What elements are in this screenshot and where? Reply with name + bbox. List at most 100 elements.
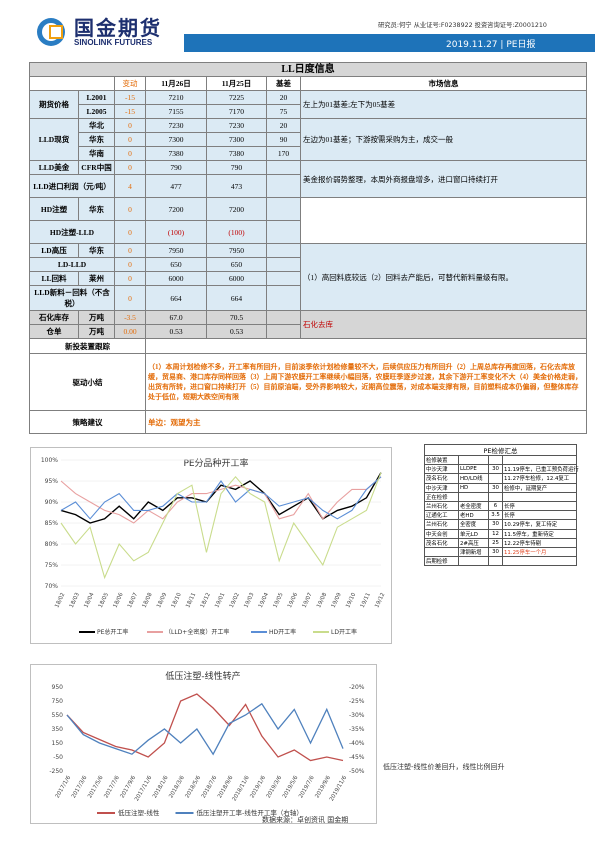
date-divider: | xyxy=(500,40,504,50)
row-change: -15 xyxy=(114,104,146,119)
repair-cell-c1 xyxy=(424,546,459,558)
row-value: 650 xyxy=(206,257,267,272)
lp-chart: 低压注塑-线性转产 -250 -50 150 350 550 750 950 -50% -45%… xyxy=(49,670,365,817)
legend-label: 低压注塑开工率-线性开工率（右轴） xyxy=(197,808,303,817)
row-value: 790 xyxy=(206,160,267,175)
repair-cell-c4: 长停 xyxy=(501,510,578,521)
repair-table: PE检修汇总 检修装置 中沙天津 LLDPE 30 11.19停车，已重工预负荷运行 茂名… xyxy=(423,444,579,567)
row-value: (100) xyxy=(206,220,267,244)
repair-row: 检修装置 xyxy=(424,454,578,466)
x-tick-label: 2017/11/6 xyxy=(134,775,154,803)
repair-cell-c4 xyxy=(501,491,578,502)
x-tick-label: 2018/5/6 xyxy=(185,775,203,800)
header-bar xyxy=(184,34,595,52)
table-row: 石化库存 万吨 -3.5 67.0 70.5 石化去库 xyxy=(29,310,588,339)
new-recycle-label: LLD新料－回料（不含税） xyxy=(29,285,115,311)
series-line xyxy=(60,472,382,524)
spot-info: 左边为01基差；下游按需采购为主，成交一般 xyxy=(299,118,588,161)
x-tick-label: 19/11 xyxy=(360,592,372,609)
pe-chart: PE分品种开工率 70%75%80%85%90%95%100%18/02 18/0… xyxy=(41,457,387,636)
y2-tick-label: -25% xyxy=(349,698,365,705)
repair-cell-c3 xyxy=(488,473,503,484)
repair-cell-c1: 中天合创 xyxy=(424,528,459,539)
repair-cell-c1: 茂名石化 xyxy=(424,537,459,548)
repair-cell-c1: 茂名石化 xyxy=(424,473,459,484)
main-table: LL日度信息 变动 11月26日 11月25日 基差 市场信息 期货价格 L20… xyxy=(28,62,588,434)
x-tick-label: 2018/11/6 xyxy=(231,775,251,803)
col-date2: 11月25日 xyxy=(206,76,267,91)
repair-row: 后期检修 xyxy=(424,556,578,567)
recycle-info: （1）高回料底较远（2）回料去产能后，可替代新料量级有限。 xyxy=(299,243,588,311)
row-change: 0 xyxy=(114,146,146,161)
x-tick-label: 18/04 xyxy=(83,592,95,609)
y-tick-label: 75% xyxy=(45,562,59,569)
legend-label: LD开工率 xyxy=(331,628,357,636)
strategy-text: 单边：观望为主 xyxy=(144,410,588,434)
repair-cell-c2: HD xyxy=(458,482,489,493)
y-tick-label: -250 xyxy=(49,768,63,775)
row-value: 664 xyxy=(145,285,207,311)
row-name: 华南 xyxy=(78,146,115,161)
repair-row: 津钢新增 30 11.25停车一个月 xyxy=(424,546,578,558)
repair-cell-c2: HD/LD线 xyxy=(458,473,489,484)
x-tick-label: 2017/3/6 xyxy=(71,775,89,800)
col-date1: 11月26日 xyxy=(145,76,207,91)
spot-label: LLD现货 xyxy=(29,118,79,161)
repair-cell-c1: 中沙天津 xyxy=(424,482,459,493)
series-line xyxy=(66,702,344,756)
table-row: 期货价格 L2001 -15 7210 7225 20 左上为01基差;左下为0… xyxy=(29,90,588,119)
repair-cell-c1: 后期检修 xyxy=(424,556,459,567)
table-row: LD高压 华东 0 7950 7950 （1）高回料底较远（2）回料去产能后，可… xyxy=(29,243,588,311)
x-tick-label: 19/03 xyxy=(243,592,255,609)
repair-cell-c2 xyxy=(458,454,489,466)
ld-spread-label: LD-LLD xyxy=(29,257,115,272)
new-capacity-label: 新投装置跟踪 xyxy=(29,338,146,354)
repair-cell-c3: 25 xyxy=(488,537,503,548)
y-tick-label: 85% xyxy=(45,520,59,527)
y2-tick-label: -50% xyxy=(349,768,365,775)
table-row: LLD现货 华北 0 7230 7230 20 左边为01基差；下游按需采购为主… xyxy=(29,118,588,161)
pe-chart-box: PE分品种开工率 70% 75% 80% 85% 90% 95% 100% 18/02 18/0… xyxy=(30,447,392,644)
new-capacity-value xyxy=(144,338,588,354)
x-tick-label: 2018/3/6 xyxy=(168,775,186,800)
report-type: PE日报 xyxy=(506,40,536,50)
repair-row: 中沙天津 LLDPE 30 11.19停车，已重工预负荷运行 xyxy=(424,464,579,475)
x-tick-label: 18/03 xyxy=(69,592,81,609)
table-title-row: LL日度信息 xyxy=(28,62,588,77)
petro-label: 石化库存 xyxy=(29,310,79,325)
usd-sub: CFR中国 xyxy=(78,160,115,175)
y2-tick-label: -45% xyxy=(349,754,365,761)
x-tick-label: 18/09 xyxy=(156,592,168,609)
row-value: 7225 xyxy=(206,90,267,105)
col-change: 变动 xyxy=(114,76,146,91)
table-row: LLD美金 CFR中国 0 790 790 美金报价弱势整理，本周外商报盘增多，… xyxy=(29,160,588,198)
repair-cell-c4: 11.25停车一个月 xyxy=(501,546,578,558)
repair-cell-c3: 12 xyxy=(488,528,503,539)
repair-row: 兰州石化 全密度 30 10.29停车，复工待定 xyxy=(424,519,578,530)
usd-info: 美金报价弱势整理，本周外商报盘增多，进口窗口持续打开 xyxy=(299,160,588,198)
row-name: L2005 xyxy=(78,104,115,119)
row-value: (100) xyxy=(145,220,207,244)
x-tick-label: 2017/1/6 xyxy=(55,775,73,800)
repair-cell-c4: 检修中，延期复产 xyxy=(501,482,578,493)
row-change: 0 xyxy=(114,197,146,221)
ld-sub: 华东 xyxy=(78,243,115,258)
legend-label: HD开工率 xyxy=(269,628,296,636)
row-basis: 90 xyxy=(266,132,301,147)
ll-recycle-label: LL回料 xyxy=(29,271,79,286)
strategy-label: 策略建议 xyxy=(29,410,146,434)
repair-cell-c2: 单元LD xyxy=(458,528,489,539)
usd-label: LLD美金 xyxy=(29,160,79,175)
hd-sub: 华东 xyxy=(78,197,115,221)
repair-cell-c3: 30 xyxy=(488,546,503,558)
x-tick-label: 18/12 xyxy=(200,592,212,609)
x-tick-label: 19/05 xyxy=(272,592,284,609)
row-value: 7300 xyxy=(206,132,267,147)
repair-cell-c1: 兰州石化 xyxy=(424,519,459,530)
repair-cell-c4: 12.22停车待剔 xyxy=(501,537,578,548)
repair-row: 辽通化工 老HD 3.5 长停 xyxy=(424,510,578,521)
table-header-row: 变动 11月26日 11月25日 基差 市场信息 xyxy=(29,76,588,91)
row-name: 华东 xyxy=(78,132,115,147)
logo xyxy=(36,14,66,48)
row-value: 473 xyxy=(206,174,267,198)
